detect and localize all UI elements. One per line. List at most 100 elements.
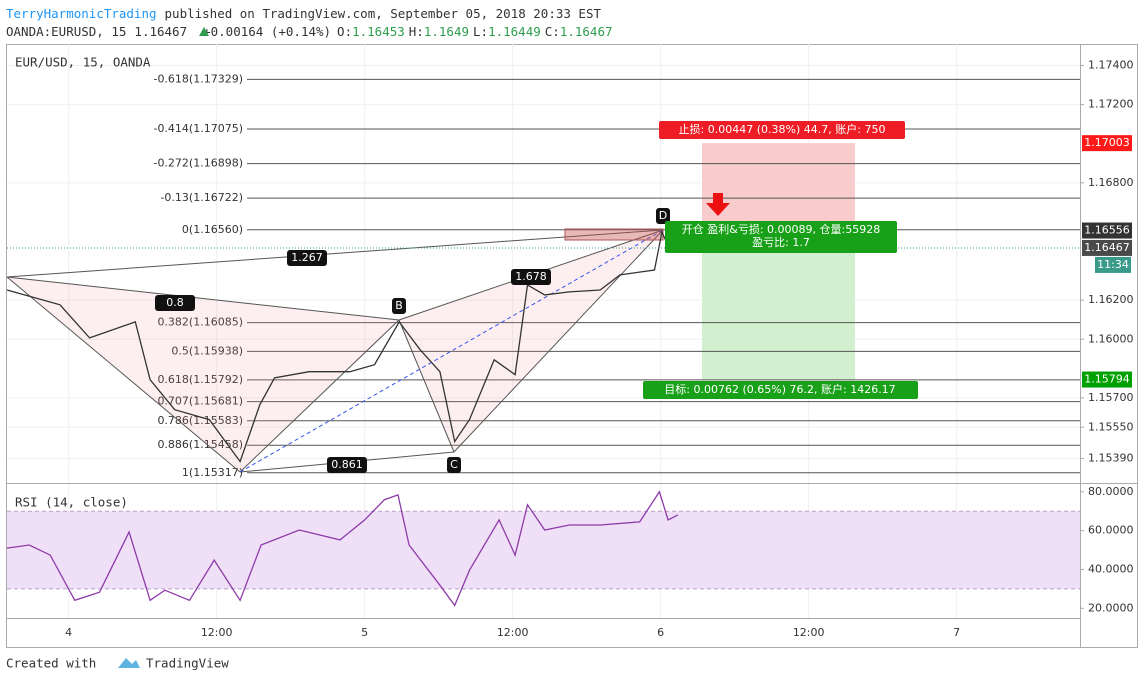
- stop-label: 止损: 0.00447 (0.38%) 44.7, 账户: 750: [679, 122, 886, 136]
- x-tick-label: 6: [657, 626, 664, 639]
- price-tag: [1082, 239, 1132, 256]
- pane-title: RSI (14, close): [15, 495, 128, 510]
- ohlc-key: H:: [409, 24, 424, 39]
- open-label: 开仓 盈利&亏损: 0.00089, 仓量:55928: [682, 222, 880, 236]
- pattern-line: [6, 276, 241, 473]
- x-tick-label: 12:00: [201, 626, 233, 639]
- y-tick-label: 1.15700: [1088, 391, 1134, 404]
- ohlc-value: 1.16453: [352, 24, 405, 39]
- change: +0.00164 (+0.14%): [203, 24, 331, 39]
- ohlc-value: 1.16467: [560, 24, 613, 39]
- pattern-label: C: [450, 458, 458, 471]
- fib-label: -0.272(1.16898): [153, 157, 243, 170]
- ohlc-key: L:: [473, 24, 488, 39]
- fib-label: 0.5(1.15938): [171, 344, 243, 357]
- ohlc-key: C:: [545, 24, 560, 39]
- ratio-label: 盈亏比: 1.7: [752, 236, 810, 249]
- y-tick-label: 1.17200: [1088, 98, 1134, 111]
- y-tick-label: 60.0000: [1088, 524, 1134, 537]
- pane-title: EUR/USD, 15, OANDA: [15, 55, 151, 70]
- target-label: 目标: 0.00762 (0.65%) 76.2, 账户: 1426.17: [664, 382, 895, 396]
- ohlc-value: 1.1649: [424, 24, 469, 39]
- pattern-label: 1.678: [515, 270, 547, 283]
- pattern-label: D: [659, 209, 667, 222]
- fib-label: 0.618(1.15792): [157, 373, 243, 386]
- chart-layer: 4 12:00 5 12:00 6 12:00 7 1.17400 1.17200 1.16800…: [6, 44, 1134, 639]
- fib-label: -0.414(1.17075): [153, 122, 243, 135]
- header-line: TerryHarmonicTrading published on Trading…: [6, 6, 601, 21]
- price-tag-label: 1.16467: [1084, 241, 1130, 254]
- price-tag: [1082, 371, 1132, 388]
- pattern-label-box: [155, 295, 195, 311]
- series-line: [6, 490, 679, 607]
- rsi-band: [7, 511, 1080, 589]
- price-tag-label: 11:34: [1097, 258, 1129, 271]
- pattern-label-box: [327, 457, 367, 473]
- x-tick-label: 7: [953, 626, 960, 639]
- y-tick-label: 80.0000: [1088, 485, 1134, 498]
- pattern-label: 0.8: [166, 296, 184, 309]
- x-tick-label: 12:00: [793, 626, 825, 639]
- pattern-label-box: [287, 250, 327, 266]
- pattern-line: [239, 319, 400, 473]
- fib-label: 0.382(1.16085): [157, 316, 243, 329]
- ohlc-value: 1.16449: [488, 24, 541, 39]
- pattern-line: [398, 319, 455, 453]
- target-zone: [702, 230, 855, 380]
- ohlc-key: O:: [337, 24, 352, 39]
- pattern-label: 1.267: [291, 251, 323, 264]
- fib-label: 0.707(1.15681): [157, 395, 243, 408]
- fib-label: 0(1.16560): [182, 223, 243, 236]
- pattern-label: B: [395, 299, 403, 312]
- footer-created: Created with: [6, 656, 96, 671]
- pattern-fill: [399, 230, 663, 452]
- price-tag-label: 1.17003: [1084, 136, 1130, 149]
- last: 1.16467: [134, 24, 187, 39]
- symbol: OANDA:EURUSD, 15: [6, 24, 126, 39]
- price-tag-label: 1.16556: [1084, 224, 1130, 237]
- y-tick-label: 1.16800: [1088, 176, 1134, 189]
- pattern-line: [6, 276, 400, 321]
- pattern-label-box: [511, 269, 551, 285]
- footer-brand: TradingView: [146, 656, 229, 671]
- up-arrow: [199, 27, 209, 36]
- published: published on TradingView.com, September …: [165, 6, 602, 21]
- x-tick-label: 5: [361, 626, 368, 639]
- stop-zone: [702, 143, 855, 231]
- stop-label-box: [659, 121, 905, 139]
- x-tick-label: 12:00: [497, 626, 529, 639]
- logo: [118, 658, 140, 668]
- open-label-box: [665, 221, 897, 253]
- pattern-line: [453, 229, 664, 453]
- fib-label: 1(1.15317): [182, 466, 243, 479]
- x-tick-label: 4: [65, 626, 72, 639]
- pattern-zone: [564, 228, 664, 241]
- author: TerryHarmonicTrading: [6, 6, 157, 21]
- fib-label: 0.786(1.15583): [157, 414, 243, 427]
- pattern-label-box: [656, 208, 670, 224]
- y-tick-label: 1.17400: [1088, 59, 1134, 72]
- fib-label: 0.886(1.15458): [157, 438, 243, 451]
- y-tick-label: 1.15550: [1088, 420, 1134, 433]
- sell-arrow: [706, 193, 730, 216]
- y-tick-label: 1.16200: [1088, 293, 1134, 306]
- price-tag: [1082, 222, 1132, 239]
- y-tick-label: 20.0000: [1088, 601, 1134, 614]
- pattern-fill: [7, 277, 399, 472]
- series-line: [6, 230, 679, 463]
- pattern-label-box: [392, 298, 406, 314]
- y-tick-label: 1.15390: [1088, 452, 1134, 465]
- price-tag: [1095, 256, 1131, 273]
- pattern-label-box: [447, 457, 461, 473]
- target-label-box: [643, 381, 918, 399]
- pattern-dash: [239, 229, 664, 473]
- fib-label: -0.13(1.16722): [160, 191, 243, 204]
- pattern-line: [6, 229, 664, 278]
- ticker-line: OANDA:EURUSD, 15 1.16467 +0.00164 (+0.14%)…: [6, 24, 613, 39]
- pattern-label: 0.861: [331, 458, 363, 471]
- price-tag: [1082, 135, 1132, 152]
- y-tick-label: 1.16000: [1088, 332, 1134, 345]
- y-tick-label: 40.0000: [1088, 562, 1134, 575]
- price-tag-label: 1.15794: [1084, 373, 1130, 386]
